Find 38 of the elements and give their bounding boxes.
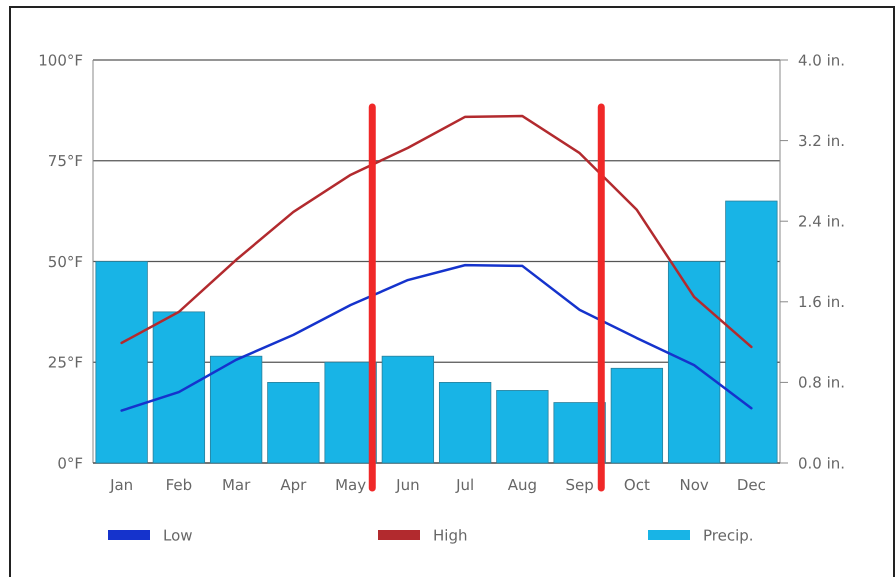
bar xyxy=(496,390,549,464)
y2-tick-label: 2.4 in. xyxy=(798,212,846,230)
x-tick-label: May xyxy=(335,476,366,494)
bar xyxy=(725,200,778,464)
x-tick-label: Mar xyxy=(222,476,252,494)
bar xyxy=(382,356,434,464)
y2-tick-label: 0.0 in. xyxy=(798,454,846,472)
y2-tick-label: 4.0 in. xyxy=(798,51,846,70)
bar xyxy=(210,356,262,464)
y2-tick-label: 0.8 in. xyxy=(798,374,846,392)
y-tick-label: 50°F xyxy=(48,252,83,271)
x-tick-label: Feb xyxy=(166,476,192,494)
line-series xyxy=(120,114,753,348)
y-tick-label: 25°F xyxy=(48,354,83,372)
legend-label: Low xyxy=(163,526,193,544)
x-tick-label: Jun xyxy=(395,476,420,494)
bar xyxy=(267,382,320,464)
x-tick-label: Oct xyxy=(624,476,650,494)
y2-tick-label: 3.2 in. xyxy=(798,132,846,150)
bar xyxy=(610,368,664,464)
y2-tick-label: 1.6 in. xyxy=(798,293,846,312)
y-tick-label: 75°F xyxy=(48,152,83,170)
x-tick-label: Jul xyxy=(455,476,474,494)
x-tick-label: Nov xyxy=(679,476,709,494)
line-series xyxy=(120,264,753,412)
bar xyxy=(152,311,206,464)
legend-label: Precip. xyxy=(703,526,754,544)
y-tick-label: 100°F xyxy=(38,51,83,70)
legend-label: High xyxy=(433,526,468,544)
y-tick-label: 0°F xyxy=(57,454,83,472)
bar xyxy=(438,382,492,464)
bar xyxy=(668,261,720,464)
x-tick-label: Dec xyxy=(736,476,766,494)
x-tick-label: Jan xyxy=(109,476,134,494)
x-tick-label: Apr xyxy=(280,476,308,494)
bar xyxy=(95,261,148,464)
x-tick-label: Sep xyxy=(565,476,594,494)
x-tick-label: Aug xyxy=(508,476,538,494)
